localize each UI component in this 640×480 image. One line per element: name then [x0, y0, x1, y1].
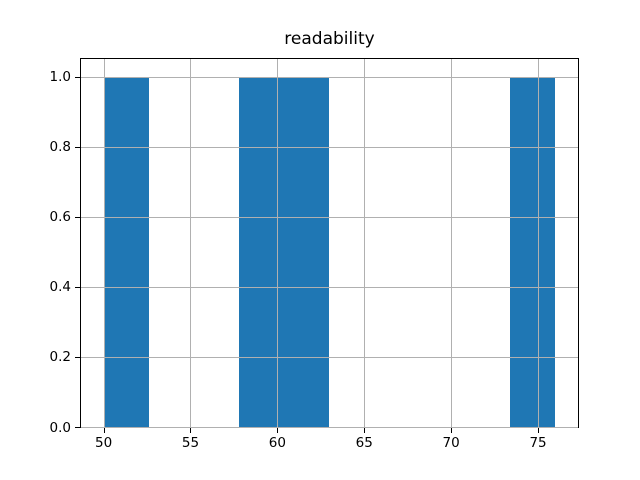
y-tick-mark	[75, 356, 80, 358]
histogram-bar	[239, 76, 285, 427]
y-gridline	[81, 427, 578, 428]
y-tick-mark	[75, 146, 80, 148]
y-tick-mark	[75, 216, 80, 218]
y-tick-mark	[75, 286, 80, 288]
x-gridline	[364, 59, 366, 427]
y-gridline	[81, 216, 578, 218]
x-gridline	[277, 59, 279, 427]
y-tick-mark	[75, 76, 80, 78]
plot-area: 50 55 60 65 70 75 0.0 0.2 0.4 0.6 0.8 1.0	[50, 58, 579, 451]
histogram-bar	[103, 76, 149, 427]
x-tick-label: 70	[442, 435, 460, 451]
histogram-bar	[284, 76, 330, 427]
x-tick-mark	[103, 428, 105, 433]
x-tick-label: 65	[355, 435, 373, 451]
x-tick-mark	[190, 428, 192, 433]
y-tick-label: 0.4	[49, 279, 71, 296]
y-gridline	[81, 286, 578, 288]
y-tick-label: 0.0	[49, 419, 71, 436]
chart-title: readability	[284, 29, 375, 49]
y-gridline	[81, 146, 578, 148]
y-tick-label: 0.8	[49, 139, 71, 156]
x-tick-label: 50	[94, 435, 113, 451]
x-tick-label: 60	[268, 435, 286, 451]
y-tick-label: 0.2	[49, 349, 71, 366]
y-tick-label: 0.6	[49, 209, 71, 226]
y-gridline	[81, 356, 578, 358]
x-tick-label: 75	[529, 435, 547, 451]
y-tick-label: 1.0	[49, 69, 71, 86]
y-gridline	[81, 76, 578, 78]
x-tick-mark	[538, 428, 540, 433]
x-tick-mark	[277, 428, 279, 433]
x-gridline	[190, 59, 192, 427]
y-tick-mark	[75, 427, 80, 428]
x-tick-mark	[451, 428, 453, 433]
x-gridline	[538, 59, 540, 427]
x-tick-mark	[364, 428, 366, 433]
histogram-bar	[510, 76, 556, 427]
x-gridline	[103, 59, 105, 427]
x-tick-label: 55	[181, 435, 200, 451]
x-gridline	[451, 59, 453, 427]
